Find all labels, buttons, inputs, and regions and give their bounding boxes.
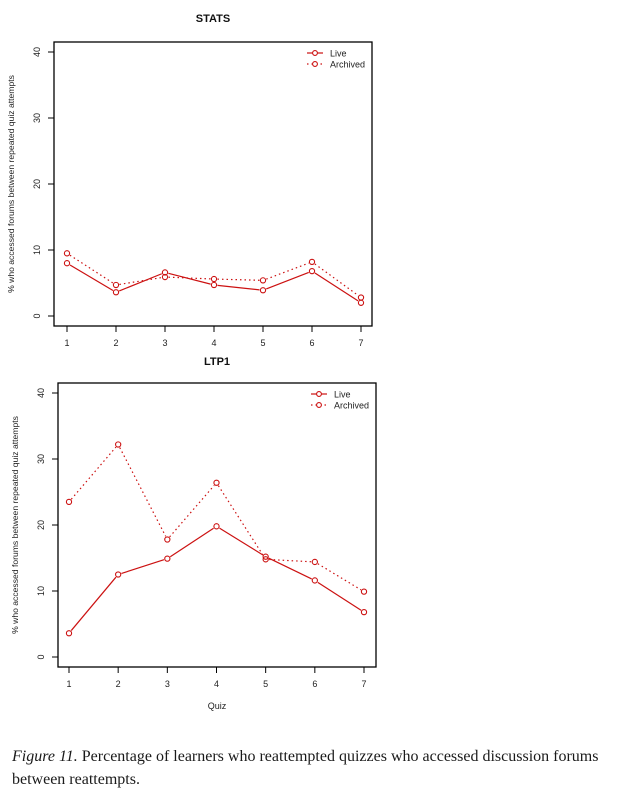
series-live — [65, 523, 368, 637]
legend-label: Archived — [334, 401, 369, 411]
y-tick-label: 40 — [32, 47, 42, 57]
data-point-marker — [63, 250, 71, 257]
figure-caption: Figure 11. Percentage of learners who re… — [12, 745, 612, 791]
x-tick-label: 1 — [66, 679, 71, 689]
x-tick-label: 7 — [361, 679, 366, 689]
y-tick-label: 10 — [32, 245, 42, 255]
chart-title: STATS — [196, 13, 230, 25]
data-point-marker — [210, 275, 218, 283]
data-point-marker — [112, 281, 120, 289]
y-tick-label: 30 — [36, 454, 46, 464]
x-tick-label: 6 — [312, 679, 317, 689]
y-axis-label: % who accessed forums between repeated q… — [10, 416, 20, 634]
data-point-marker — [308, 267, 316, 275]
series-live — [63, 260, 365, 306]
data-point-marker — [357, 299, 365, 306]
x-tick-label: 2 — [116, 679, 121, 689]
chart-stats: STATS 0 10 20 30 40 % who accessed forums betw… — [6, 13, 373, 348]
y-axis-label: % who accessed forums between repeated q… — [6, 75, 16, 293]
legend-label: Archived — [330, 60, 365, 70]
x-axis: 1 2 3 4 5 6 7 — [66, 667, 367, 689]
data-point-marker — [210, 281, 218, 289]
legend-marker-icon — [312, 61, 318, 67]
x-tick-label: 5 — [260, 338, 265, 348]
data-point-marker — [65, 498, 73, 506]
data-point-marker — [213, 479, 220, 486]
data-point-marker — [311, 558, 318, 566]
x-tick-label: 4 — [211, 338, 216, 348]
figure-label: Figure 11. — [12, 748, 78, 765]
x-tick-label: 7 — [358, 338, 363, 348]
data-point-marker — [65, 630, 73, 637]
data-point-marker — [308, 258, 316, 266]
legend-marker-icon — [316, 402, 322, 408]
data-point-marker — [112, 289, 120, 296]
y-axis: 0 10 20 30 40 — [32, 47, 54, 319]
x-tick-label: 4 — [214, 679, 219, 689]
data-point-marker — [262, 556, 269, 563]
y-tick-label: 20 — [32, 179, 42, 189]
x-tick-label: 5 — [263, 679, 268, 689]
chart-title: LTP1 — [204, 356, 230, 368]
x-tick-label: 1 — [64, 338, 69, 348]
data-point-marker — [213, 523, 220, 530]
chart-ltp1: LTP1 0 10 20 30 40 % who accessed forums betwe… — [10, 356, 377, 711]
data-point-marker — [164, 555, 171, 562]
figure: STATS 0 10 20 30 40% who accessed forums betw… — [6, 13, 377, 711]
legend-marker-icon — [316, 391, 322, 397]
legend-marker-icon — [312, 50, 318, 56]
legend-label: Live — [330, 49, 347, 59]
data-point-marker — [164, 536, 171, 543]
legend-label: Live — [334, 390, 351, 400]
y-tick-label: 0 — [36, 654, 46, 659]
data-point-marker — [357, 294, 365, 301]
series-archived — [65, 441, 368, 595]
y-tick-label: 40 — [36, 388, 46, 398]
y-tick-label: 30 — [32, 113, 42, 123]
x-tick-label: 3 — [162, 338, 167, 348]
data-point-marker — [360, 608, 368, 616]
data-point-marker — [259, 277, 267, 284]
x-axis-label: Quiz — [208, 701, 227, 711]
data-point-marker — [161, 273, 169, 281]
data-point-marker — [262, 553, 269, 560]
data-point-marker — [311, 577, 318, 584]
plot-frame — [57, 382, 377, 668]
y-axis: 0 10 20 30 40 — [36, 388, 58, 660]
data-point-marker — [161, 269, 169, 276]
series-archived — [63, 250, 365, 301]
data-point-marker — [115, 441, 122, 448]
x-tick-label: 3 — [165, 679, 170, 689]
data-point-marker — [259, 287, 267, 294]
x-tick-label: 2 — [113, 338, 118, 348]
y-tick-label: 10 — [36, 586, 46, 596]
y-tick-label: 0 — [32, 313, 42, 318]
data-point-marker — [115, 571, 122, 578]
x-tick-label: 6 — [309, 338, 314, 348]
data-point-marker — [360, 588, 368, 595]
data-point-marker — [63, 260, 71, 267]
y-tick-label: 20 — [36, 520, 46, 530]
x-axis: 1 2 3 4 5 6 7 — [64, 326, 364, 348]
figure-caption-text: Percentage of learners who reattempted q… — [12, 748, 599, 788]
